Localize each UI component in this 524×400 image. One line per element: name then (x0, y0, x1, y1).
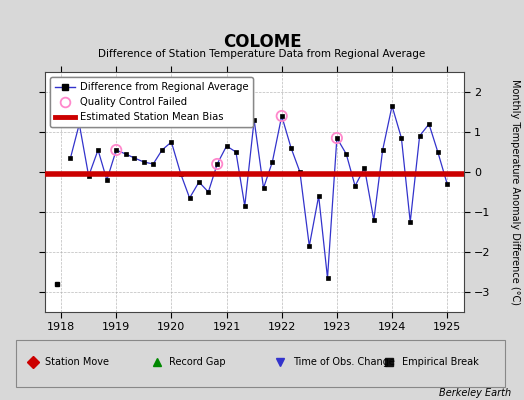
FancyBboxPatch shape (16, 340, 505, 387)
Difference from Regional Average (407, 220, 413, 224)
Difference from Regional Average (260, 186, 267, 190)
Difference from Regional Average (187, 196, 193, 200)
Difference from Regional Average (417, 134, 423, 138)
Text: Berkeley Earth: Berkeley Earth (439, 388, 511, 398)
Quality Control Failed (333, 135, 341, 141)
Difference from Regional Average (251, 118, 257, 122)
Legend: Difference from Regional Average, Quality Control Failed, Estimated Station Mean: Difference from Regional Average, Qualit… (50, 77, 253, 127)
Quality Control Failed (278, 113, 286, 119)
Text: Empirical Break: Empirical Break (402, 357, 478, 367)
Difference from Regional Average (435, 150, 441, 154)
Difference from Regional Average (223, 144, 230, 148)
Difference from Regional Average (315, 194, 322, 198)
Difference from Regional Average (214, 162, 220, 166)
Quality Control Failed (112, 147, 121, 153)
Difference from Regional Average (444, 182, 450, 186)
Difference from Regional Average (352, 184, 358, 188)
Difference from Regional Average (324, 276, 331, 280)
Difference from Regional Average (426, 122, 432, 126)
Difference from Regional Average (306, 244, 312, 248)
Difference from Regional Average (288, 146, 294, 150)
Difference from Regional Average (389, 104, 395, 108)
Text: Time of Obs. Change: Time of Obs. Change (293, 357, 395, 367)
Difference from Regional Average (168, 140, 174, 144)
Text: Difference of Station Temperature Data from Regional Average: Difference of Station Temperature Data f… (99, 49, 425, 59)
Difference from Regional Average (67, 156, 73, 160)
Difference from Regional Average (85, 174, 92, 178)
Difference from Regional Average (297, 170, 303, 174)
Difference from Regional Average (140, 160, 147, 164)
Text: COLOME: COLOME (223, 33, 301, 51)
Difference from Regional Average (343, 152, 350, 156)
Difference from Regional Average (159, 148, 165, 152)
Difference from Regional Average (398, 136, 405, 140)
Text: Station Move: Station Move (45, 357, 110, 367)
Difference from Regional Average (233, 150, 239, 154)
Difference from Regional Average (76, 122, 82, 126)
Difference from Regional Average (132, 156, 138, 160)
Difference from Regional Average (362, 166, 368, 170)
Difference from Regional Average (150, 162, 156, 166)
Y-axis label: Monthly Temperature Anomaly Difference (°C): Monthly Temperature Anomaly Difference (… (510, 79, 520, 305)
Difference from Regional Average (279, 114, 285, 118)
Difference from Regional Average (205, 190, 212, 194)
Difference from Regional Average (379, 148, 386, 152)
Difference from Regional Average (196, 180, 202, 184)
Quality Control Failed (213, 161, 221, 167)
Difference from Regional Average (242, 204, 248, 208)
Difference from Regional Average (95, 148, 101, 152)
Line: Difference from Regional Average: Difference from Regional Average (68, 104, 450, 280)
Difference from Regional Average (178, 172, 184, 176)
Text: Record Gap: Record Gap (169, 357, 226, 367)
Difference from Regional Average (370, 218, 377, 222)
Difference from Regional Average (334, 136, 340, 140)
Difference from Regional Average (123, 152, 129, 156)
Difference from Regional Average (269, 160, 276, 164)
Difference from Regional Average (104, 178, 110, 182)
Difference from Regional Average (113, 148, 119, 152)
